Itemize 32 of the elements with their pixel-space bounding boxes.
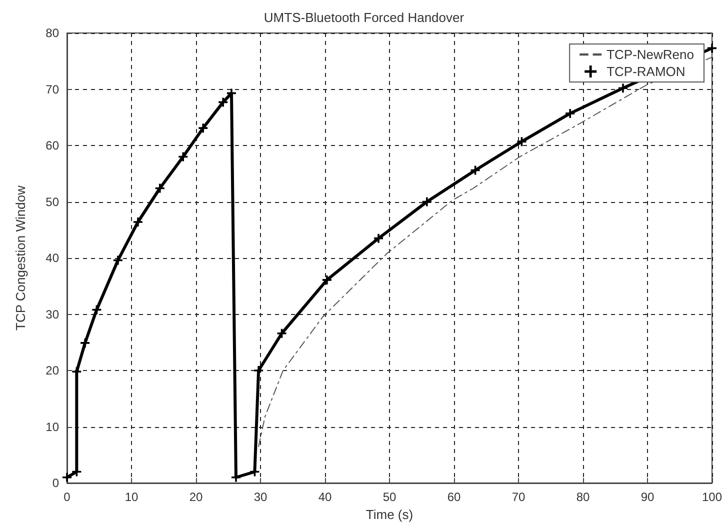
point	[133, 218, 142, 226]
x-tick-label: 50	[382, 490, 396, 504]
x-axis-title: Time (s)	[366, 506, 414, 522]
y-tick-label: 40	[46, 251, 60, 265]
x-tick-label: 80	[576, 490, 590, 504]
y-tick-label: 80	[46, 26, 60, 40]
x-tick-label: 60	[447, 490, 461, 504]
x-tick-label: 30	[254, 490, 268, 504]
legend-label: TCP-RAMON	[606, 64, 686, 79]
y-tick-label: 50	[46, 194, 60, 209]
legend-label: TCP-NewReno	[606, 47, 694, 62]
y-tick-label: 70	[46, 82, 60, 96]
point	[322, 275, 332, 284]
point	[80, 338, 90, 348]
y-axis-title: TCP Congestion Window	[13, 184, 28, 330]
point	[618, 84, 628, 93]
y-tick-label: 20	[46, 364, 60, 378]
y-tick-label: 30	[46, 307, 60, 322]
x-tick-label: 90	[640, 490, 654, 504]
x-tick-label: 100	[702, 490, 722, 504]
y-tick-label: 10	[46, 420, 60, 434]
point	[566, 108, 575, 118]
chart-title: UMTS-Bluetooth Forced Handover	[264, 10, 465, 25]
point	[62, 472, 72, 482]
x-tick-label: 40	[318, 490, 332, 504]
x-tick-label: 0	[64, 490, 71, 504]
y-tick-label: 0	[52, 476, 60, 490]
x-tick-label: 70	[512, 490, 526, 504]
x-tick-label: 20	[189, 490, 203, 504]
point	[198, 124, 208, 133]
y-tick-label: 60	[46, 138, 60, 152]
x-tick-label: 10	[124, 490, 138, 504]
